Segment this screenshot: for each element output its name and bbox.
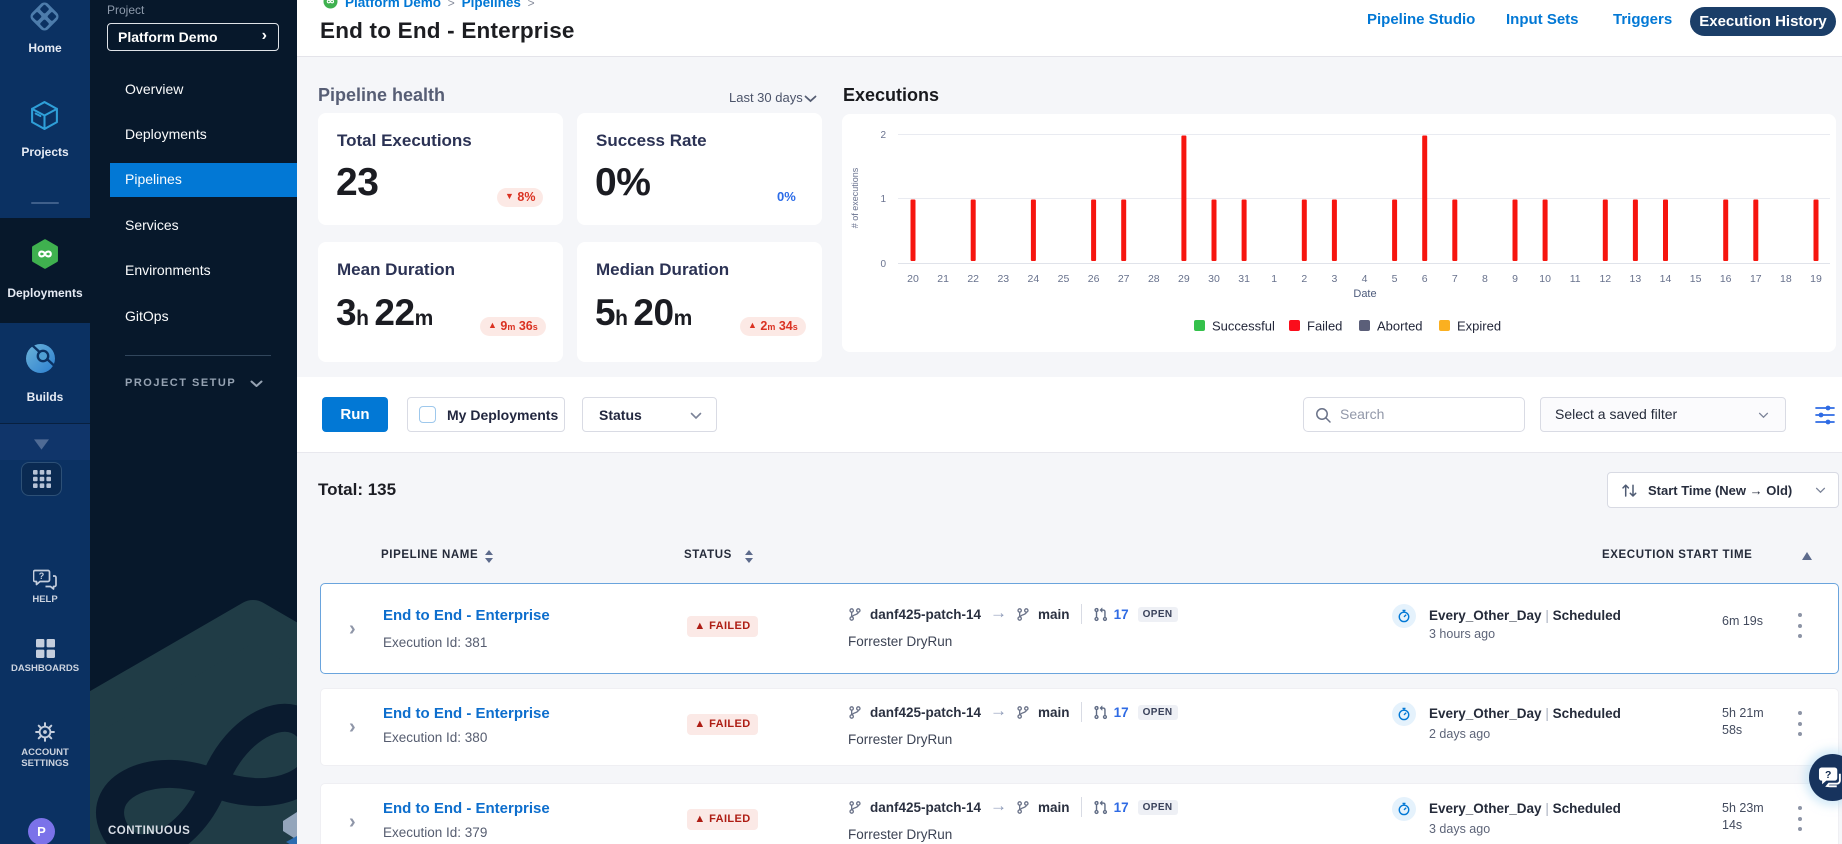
svg-text:24: 24 (1028, 273, 1040, 285)
svg-text:19: 19 (1810, 273, 1822, 285)
svg-text:16: 16 (1720, 273, 1732, 285)
svg-text:25: 25 (1058, 273, 1070, 285)
svg-text:31: 31 (1238, 273, 1250, 285)
svg-text:7: 7 (1452, 273, 1458, 285)
svg-text:# of executions: # of executions (850, 167, 860, 228)
svg-text:4: 4 (1362, 273, 1368, 285)
svg-text:Date: Date (1353, 288, 1376, 300)
svg-text:2: 2 (1301, 273, 1307, 285)
svg-text:21: 21 (937, 273, 949, 285)
svg-text:22: 22 (967, 273, 979, 285)
svg-text:10: 10 (1539, 273, 1551, 285)
svg-text:18: 18 (1780, 273, 1792, 285)
svg-text:?: ? (1825, 770, 1831, 781)
svg-text:26: 26 (1088, 273, 1100, 285)
svg-text:23: 23 (997, 273, 1009, 285)
svg-text:Successful: Successful (1212, 319, 1275, 334)
svg-text:30: 30 (1208, 273, 1220, 285)
svg-text:6: 6 (1422, 273, 1428, 285)
svg-text:14: 14 (1660, 273, 1672, 285)
svg-text:Expired: Expired (1457, 319, 1501, 334)
svg-text:9: 9 (1512, 273, 1518, 285)
svg-text:5: 5 (1392, 273, 1398, 285)
svg-text:3: 3 (1331, 273, 1337, 285)
svg-text:15: 15 (1690, 273, 1702, 285)
svg-text:13: 13 (1630, 273, 1642, 285)
svg-text:29: 29 (1178, 273, 1190, 285)
svg-text:20: 20 (907, 273, 919, 285)
svg-text:11: 11 (1570, 273, 1581, 285)
svg-text:12: 12 (1599, 273, 1611, 285)
svg-text:0: 0 (880, 259, 886, 270)
svg-text:1: 1 (1271, 273, 1277, 285)
svg-text:2: 2 (880, 130, 886, 141)
svg-text:27: 27 (1118, 273, 1130, 285)
svg-text:Failed: Failed (1307, 319, 1342, 334)
svg-text:17: 17 (1750, 273, 1762, 285)
svg-text:8: 8 (1482, 273, 1488, 285)
svg-text:Aborted: Aborted (1377, 319, 1423, 334)
svg-text:1: 1 (880, 194, 886, 205)
svg-text:28: 28 (1148, 273, 1160, 285)
svg-text:?: ? (39, 571, 45, 581)
